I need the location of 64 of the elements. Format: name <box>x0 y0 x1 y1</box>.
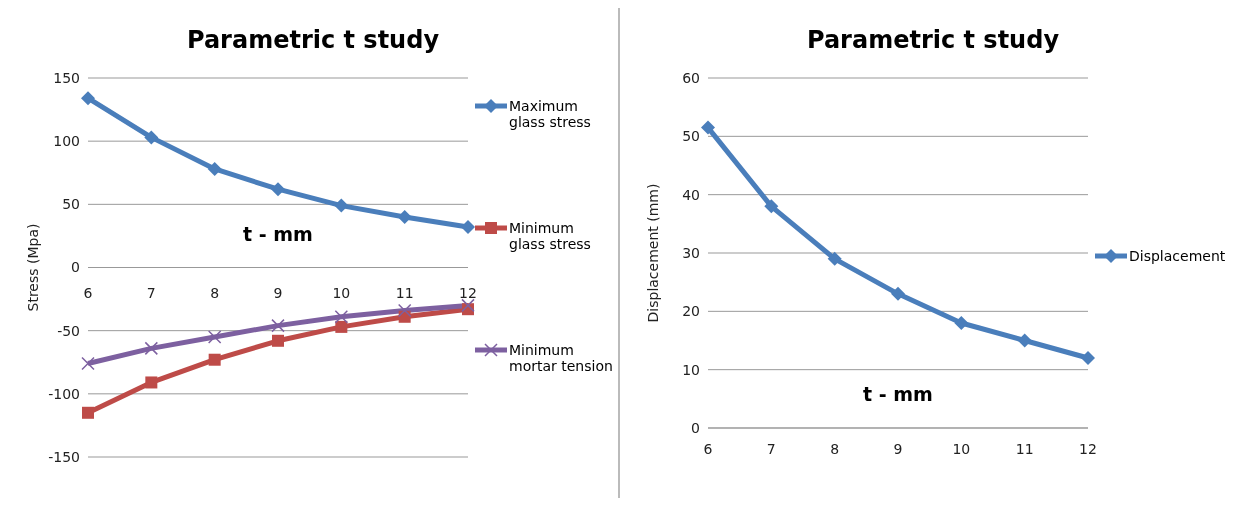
point <box>461 298 475 313</box>
point <box>1017 333 1032 348</box>
chart-title: Parametric t study <box>805 26 1061 54</box>
x-tick-label: 6 <box>83 284 93 301</box>
y-tick-label: 0 <box>71 259 80 276</box>
point <box>271 182 285 197</box>
point <box>207 330 222 344</box>
y-tick-label: 100 <box>53 133 80 150</box>
point <box>82 406 94 419</box>
y-axis-title: Stress (Mpa) <box>24 223 41 312</box>
point <box>334 310 349 324</box>
point <box>891 286 905 301</box>
point <box>701 120 715 135</box>
point <box>827 251 842 266</box>
y-axis-title: Displacement (mm) <box>644 183 661 323</box>
y-tick-label: 50 <box>62 196 80 213</box>
y-tick-label: 50 <box>682 128 700 145</box>
x-tick-label: 12 <box>459 284 477 301</box>
x-axis-title: t - mm <box>862 383 934 405</box>
point <box>335 320 348 333</box>
y-tick-label: 150 <box>53 69 80 86</box>
x-tick-label: 8 <box>210 284 220 301</box>
y-tick-label: 20 <box>682 303 700 320</box>
x-tick-label: 9 <box>273 284 283 301</box>
x-tick-label: 7 <box>146 284 156 301</box>
point <box>334 198 349 213</box>
point <box>954 316 969 330</box>
y-tick-label: 60 <box>682 69 700 86</box>
x-tick-label: 10 <box>952 441 971 457</box>
y-tick-label: -50 <box>57 322 80 339</box>
point <box>271 318 285 333</box>
y-tick-label: 10 <box>682 361 700 378</box>
y-tick-label: -150 <box>48 448 80 465</box>
x-tick-label: 10 <box>332 284 351 301</box>
x-tick-label: 9 <box>893 441 903 457</box>
point <box>764 199 779 214</box>
point <box>81 91 95 106</box>
legend-label: Displacement <box>1129 248 1226 264</box>
x-tick-label: 11 <box>395 284 414 301</box>
point <box>207 161 222 176</box>
legend-label: Maximum glass stress <box>509 98 592 130</box>
x-tick-label: 8 <box>830 441 840 457</box>
point <box>144 130 159 145</box>
point <box>1081 351 1095 365</box>
point <box>397 303 412 318</box>
point <box>81 356 95 371</box>
y-tick-label: 30 <box>682 244 700 261</box>
x-tick-label: 12 <box>1079 441 1097 457</box>
point <box>272 334 284 347</box>
x-tick-label: 6 <box>703 441 713 457</box>
point <box>145 376 158 389</box>
x-tick-label: 11 <box>1015 441 1034 457</box>
x-tick-label: 7 <box>766 441 776 457</box>
y-tick-label: 0 <box>691 419 700 436</box>
y-tick-label: 40 <box>682 186 700 203</box>
x-axis-title: t - mm <box>242 222 314 245</box>
point <box>144 341 159 356</box>
chart-title: Parametric t study <box>185 26 441 54</box>
legend-label: Minimum mortar tension <box>509 342 613 374</box>
y-tick-label: -100 <box>48 385 80 402</box>
point <box>461 220 475 235</box>
legend-label: Minimum glass stress <box>509 220 592 252</box>
point <box>208 353 221 366</box>
point <box>397 209 412 224</box>
